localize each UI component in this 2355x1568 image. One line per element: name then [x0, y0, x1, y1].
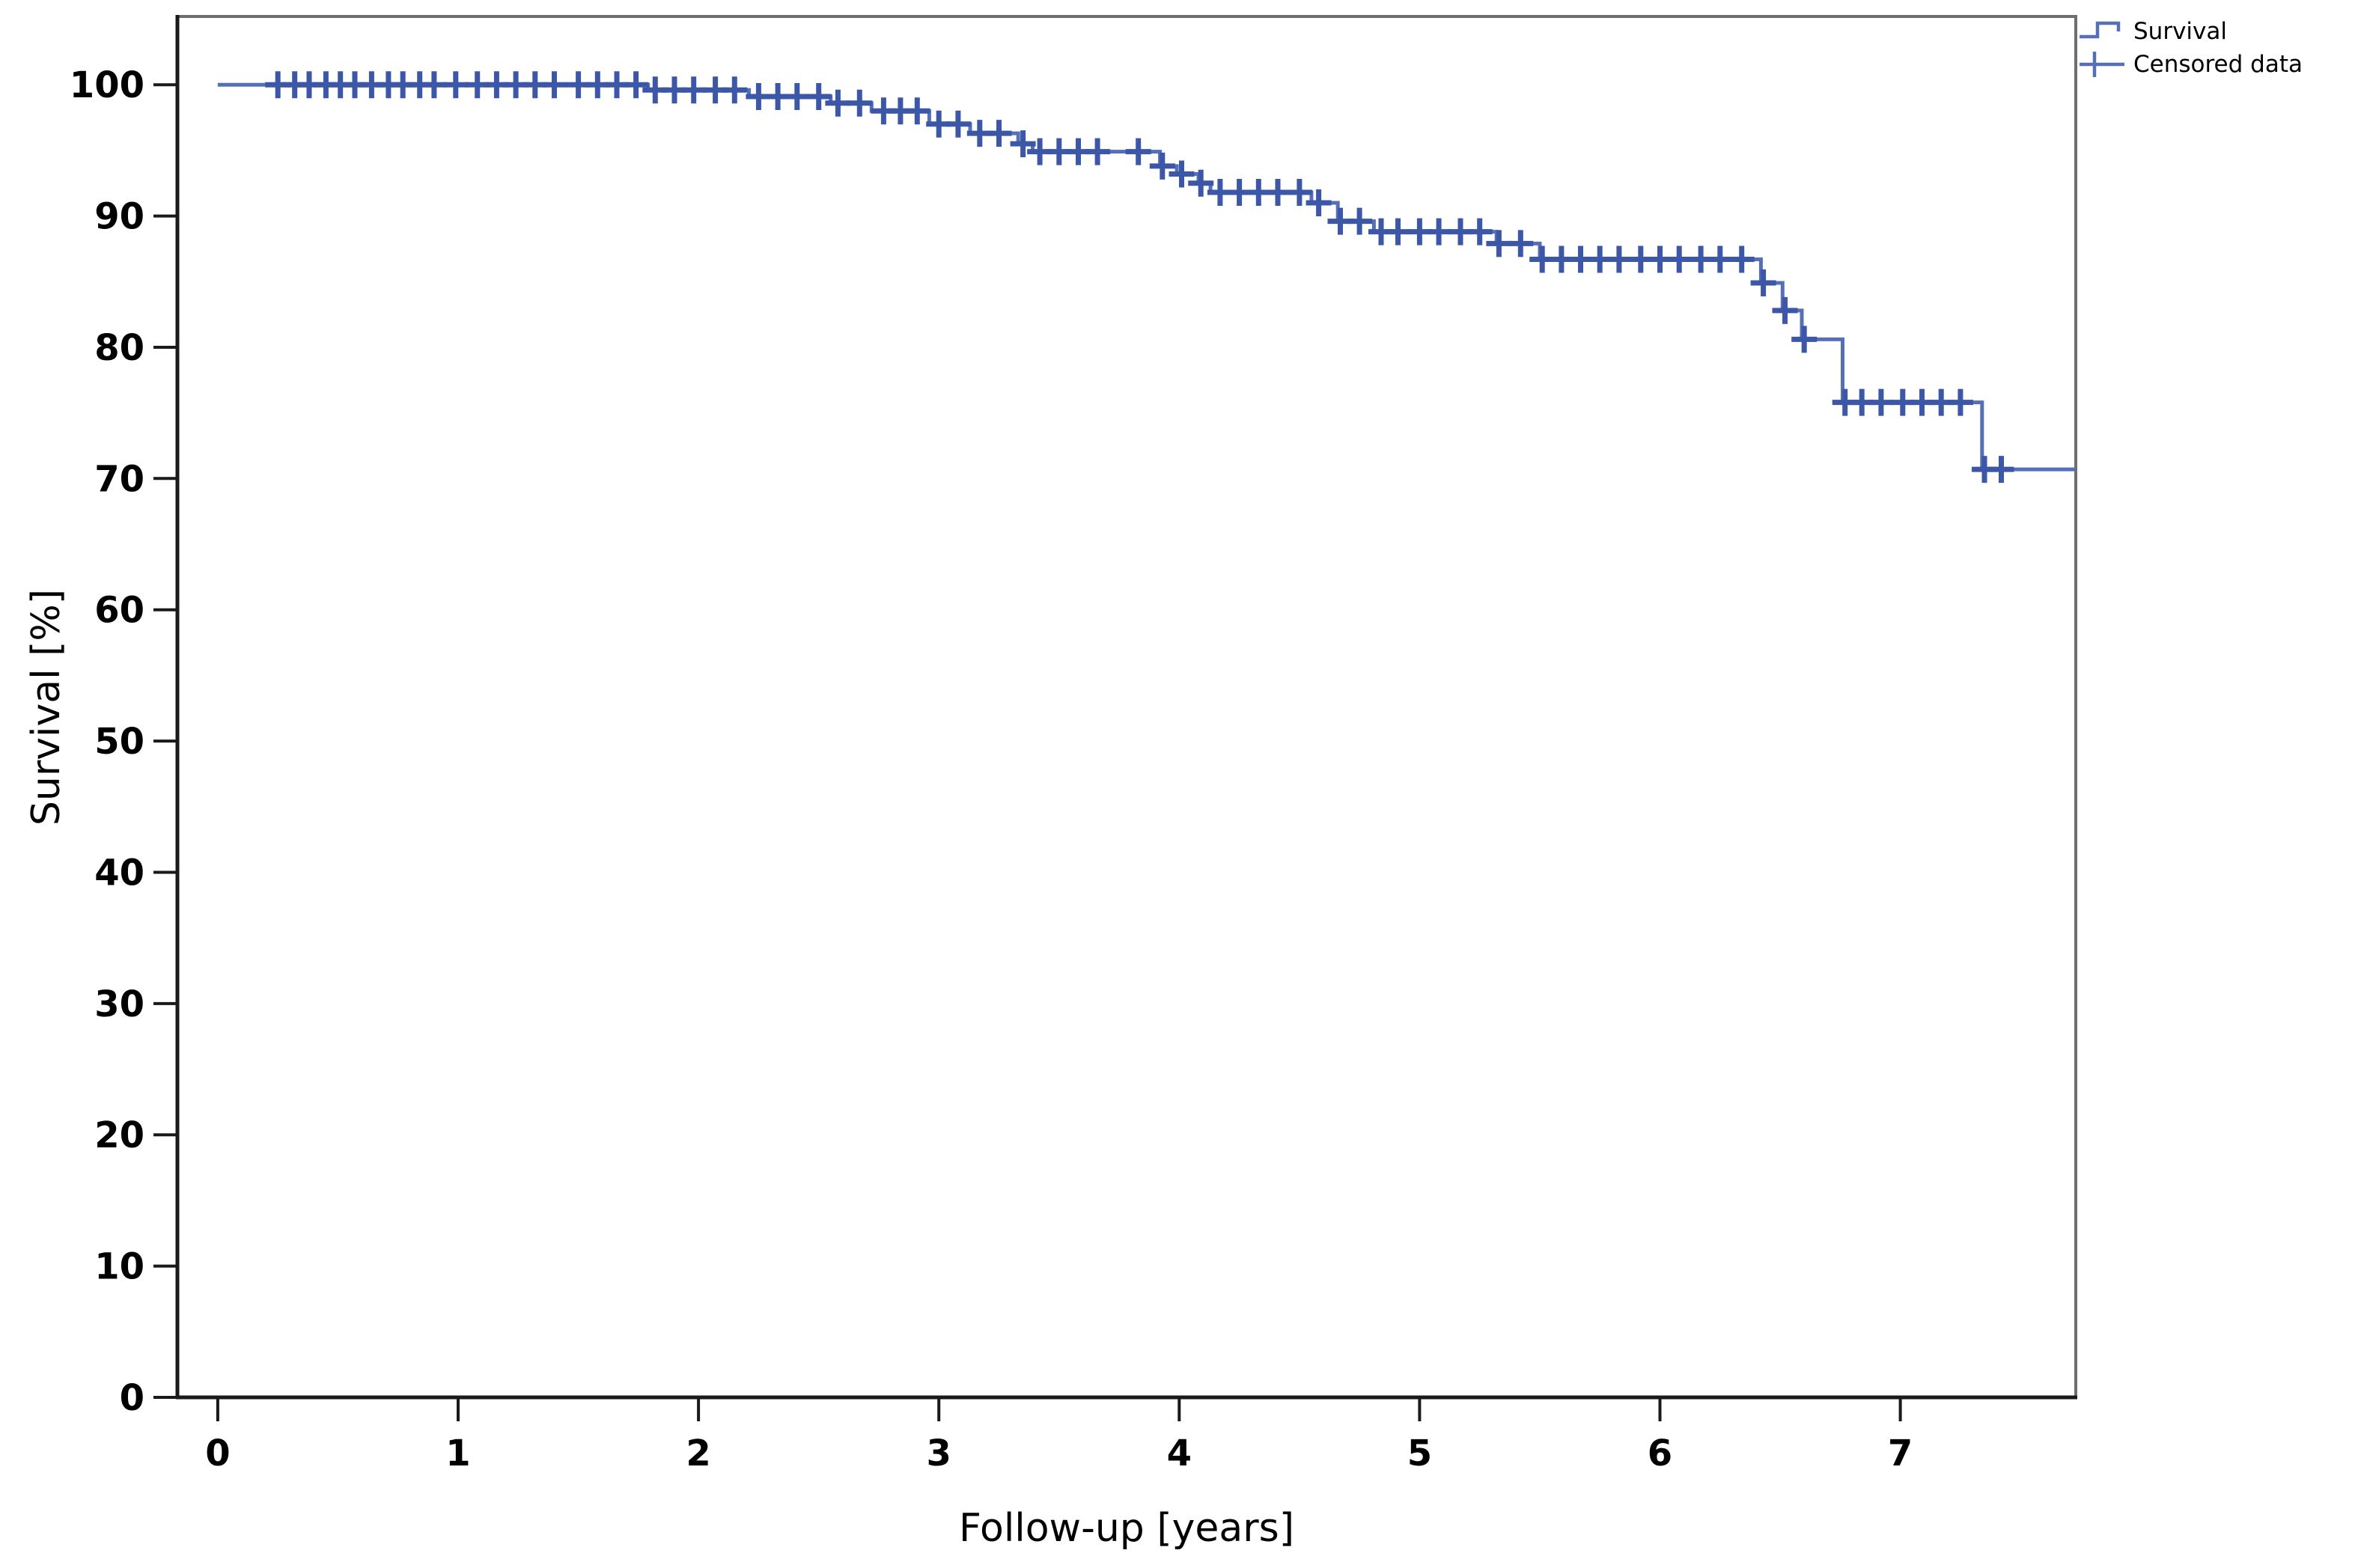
- y-tick-label: 0: [120, 1377, 144, 1419]
- y-tick-label: 70: [94, 458, 144, 500]
- y-tick-label: 50: [94, 721, 144, 763]
- survival-step-line-icon: [2080, 21, 2121, 39]
- x-axis-title: Follow-up [years]: [958, 1506, 1295, 1551]
- y-tick-label: 60: [94, 590, 144, 632]
- y-tick-label: 90: [94, 196, 144, 238]
- y-axis-ticks: 0 10 20 30 40 50 60 70 80 90 100: [70, 64, 177, 1419]
- legend: Survival Censored data: [2078, 16, 2303, 79]
- y-tick-label: 40: [94, 852, 144, 894]
- x-tick-label: 5: [1407, 1433, 1432, 1474]
- legend-item-survival: Survival: [2078, 16, 2303, 46]
- x-tick-label: 0: [205, 1433, 230, 1474]
- x-tick-label: 4: [1167, 1433, 1192, 1474]
- y-tick-label: 20: [94, 1114, 144, 1156]
- censor-marks: [265, 71, 2014, 483]
- x-tick-label: 6: [1648, 1433, 1672, 1474]
- x-tick-label: 2: [686, 1433, 710, 1474]
- legend-item-censored: Censored data: [2078, 49, 2303, 79]
- legend-label-survival: Survival: [2133, 18, 2227, 45]
- x-axis-ticks: 0 1 2 3 4 5 6 7: [205, 1397, 1913, 1474]
- x-tick-label: 1: [445, 1433, 470, 1474]
- survival-curve: [217, 82, 2076, 472]
- y-tick-label: 80: [94, 327, 144, 369]
- x-tick-label: 7: [1888, 1433, 1913, 1474]
- y-tick-label: 10: [94, 1246, 144, 1288]
- y-axis-title: Survival [%]: [24, 588, 69, 826]
- plot-border: [176, 15, 2077, 1399]
- censored-plus-icon: [2080, 52, 2124, 77]
- y-tick-label: 100: [70, 64, 144, 106]
- legend-label-censored: Censored data: [2133, 51, 2303, 78]
- y-tick-label: 30: [94, 983, 144, 1025]
- x-tick-label: 3: [926, 1433, 951, 1474]
